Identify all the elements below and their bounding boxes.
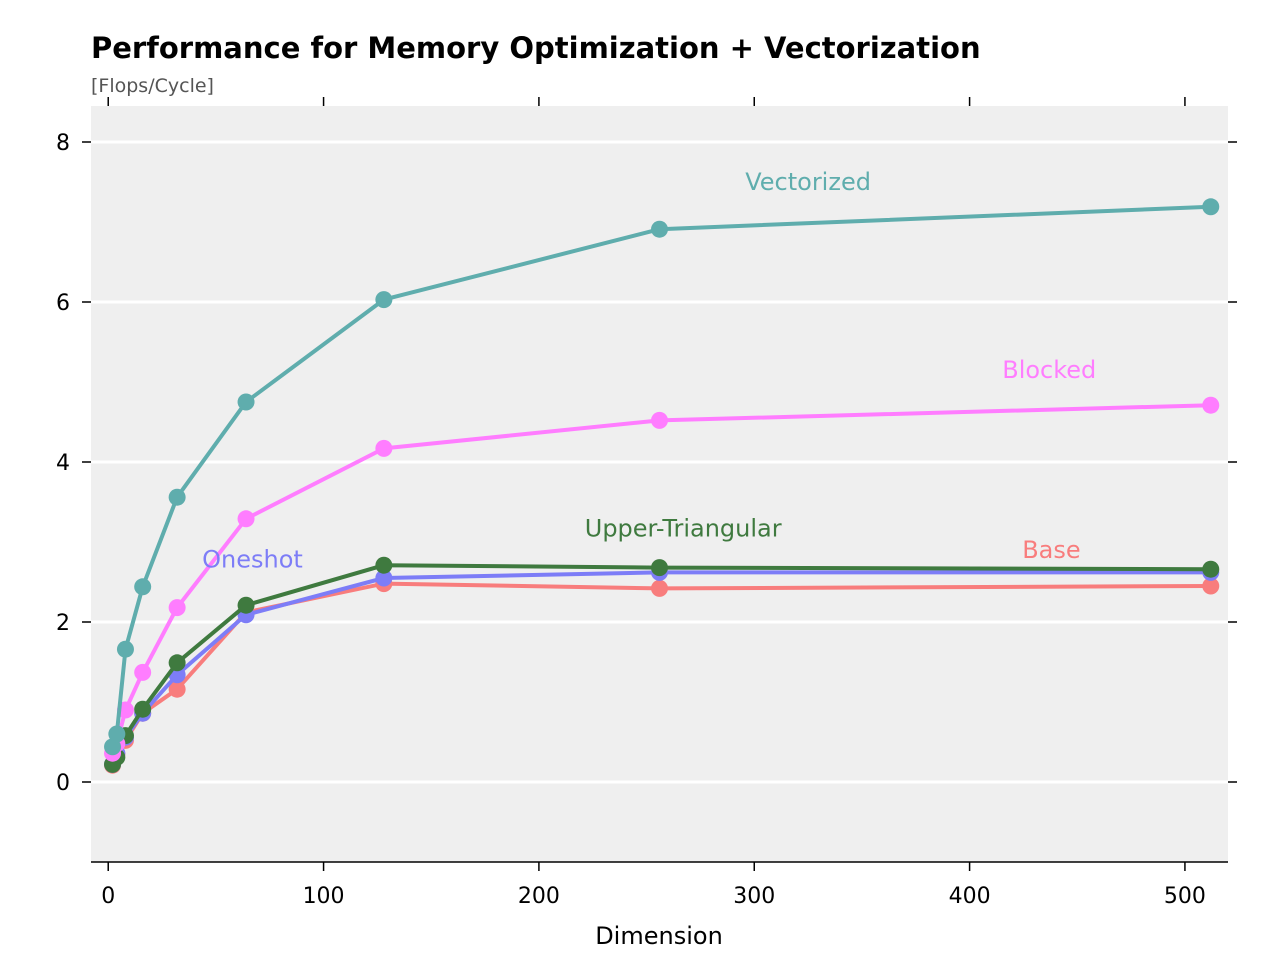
data-point (237, 510, 255, 528)
data-point (134, 700, 152, 718)
data-point (104, 738, 122, 756)
data-point (1202, 198, 1220, 216)
y-tick-label: 6 (56, 291, 70, 316)
grid-lines (91, 140, 1228, 784)
y-tick-label: 0 (56, 771, 70, 796)
x-axis-label: Dimension (595, 922, 723, 950)
series-vectorized (104, 198, 1220, 756)
data-point (375, 556, 393, 574)
series-label-blocked: Blocked (1002, 356, 1096, 384)
series-label-oneshot: Oneshot (202, 546, 303, 574)
data-point (168, 488, 186, 506)
data-point (108, 725, 126, 743)
x-tick-label: 200 (518, 884, 560, 909)
plot-area (91, 106, 1228, 862)
chart-title: Performance for Memory Optimization + Ve… (91, 31, 981, 65)
data-point (168, 654, 186, 672)
series-label-upper-triangular: Upper-Triangular (585, 514, 782, 542)
series-labels: Base Oneshot Upper-Triangular Blocked Vector… (202, 168, 1096, 574)
data-point (237, 393, 255, 411)
data-point (1202, 560, 1220, 578)
data-point (134, 578, 152, 596)
data-point (134, 663, 152, 681)
data-point (651, 220, 668, 238)
data-point (1202, 577, 1220, 595)
x-tick-label: 500 (1164, 884, 1206, 909)
data-point (375, 569, 393, 587)
y-tick-label: 2 (56, 611, 70, 636)
chart-subtitle: [Flops/Cycle] (91, 75, 214, 97)
series-label-vectorized: Vectorized (745, 168, 871, 196)
x-tick-label: 300 (733, 884, 775, 909)
series-label-base: Base (1022, 536, 1080, 564)
data-point (651, 579, 668, 597)
data-point (168, 680, 186, 698)
y-tick-label: 8 (56, 131, 70, 156)
data-point (1202, 396, 1220, 414)
data-point (375, 291, 393, 309)
data-point (651, 411, 668, 429)
x-tick-label: 0 (101, 884, 115, 909)
data-point (168, 599, 186, 617)
series-layer (104, 198, 1220, 774)
y-tick-label: 4 (56, 451, 70, 476)
data-point (375, 439, 393, 457)
x-tick-label: 100 (303, 884, 345, 909)
data-point (116, 640, 134, 658)
x-tick-label: 400 (949, 884, 991, 909)
axes: 0 2 4 6 8 0 100 200 300 400 500 (56, 97, 1237, 909)
data-point (237, 596, 255, 614)
data-point (651, 559, 668, 577)
